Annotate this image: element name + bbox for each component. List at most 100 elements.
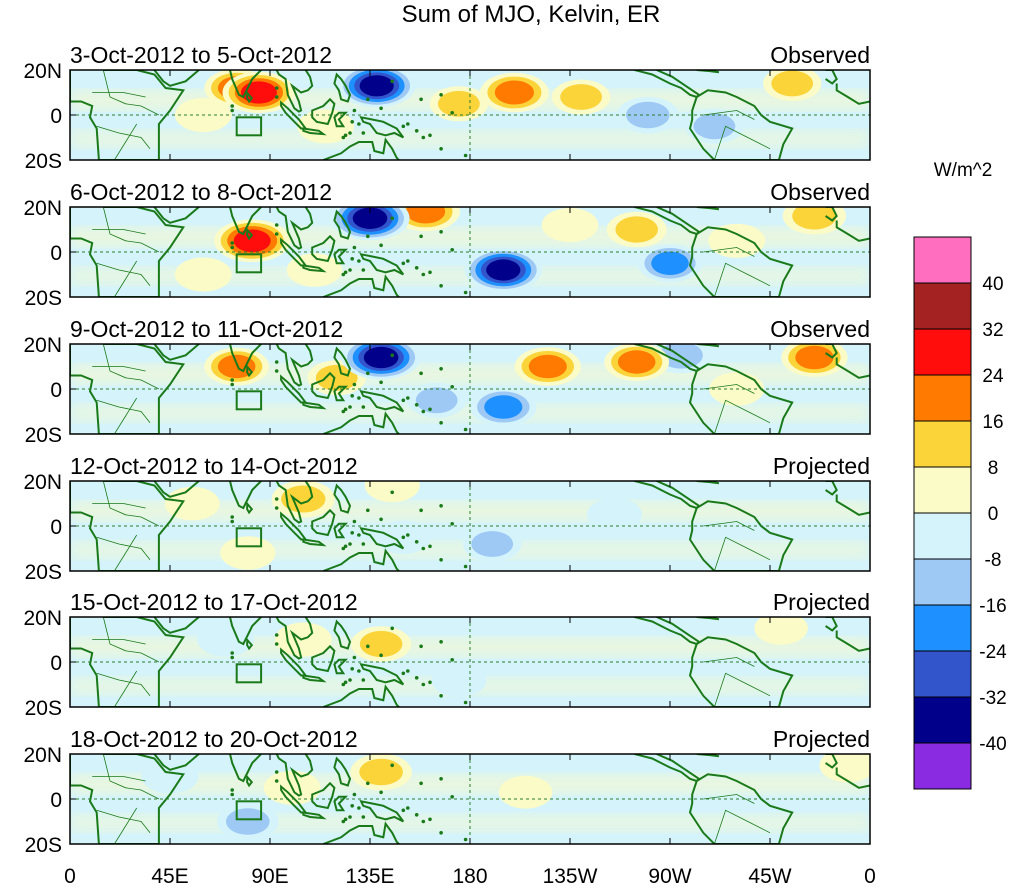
anomaly-contour [226, 808, 270, 835]
anomaly-contour [174, 257, 232, 292]
coastline-australia [322, 684, 400, 707]
island-dot [361, 678, 366, 682]
anomaly-contour [415, 387, 458, 414]
island-dot [428, 680, 432, 685]
coastline-australia [322, 821, 400, 844]
coastline-australia [322, 274, 400, 297]
coastline-sulawesi [333, 111, 349, 128]
reference-box [235, 253, 263, 274]
island-dot [439, 558, 443, 562]
country-borders [92, 617, 771, 707]
anomaly-contour [471, 531, 514, 557]
island-dot [379, 106, 383, 111]
coastline-africa [70, 70, 186, 160]
y-tick-label: 20S [25, 287, 62, 310]
coastline-india [228, 70, 263, 99]
island-dot [343, 270, 348, 275]
island-dot [439, 437, 443, 441]
island-dot [406, 396, 410, 400]
coastline-centralAm [634, 344, 701, 373]
coastline-philippines [333, 756, 352, 787]
coastlines [70, 196, 870, 297]
anomaly-contour [406, 207, 446, 224]
island-dot [348, 405, 352, 409]
y-tick-label: 20S [25, 697, 62, 720]
x-tick-label: 45E [151, 865, 188, 888]
coastline-taiwan [337, 59, 340, 66]
coastline-india [228, 754, 263, 783]
coastlines [70, 617, 870, 707]
anomaly-contour [315, 364, 358, 391]
border-line [114, 260, 138, 297]
island-dot [401, 261, 406, 266]
coastline-sumatra [280, 511, 308, 541]
island-dot [230, 788, 234, 792]
island-dot [343, 680, 348, 685]
anomaly-contour [651, 251, 689, 275]
island-dot [379, 517, 383, 522]
island-dot [343, 817, 348, 822]
anomaly-contour [484, 395, 523, 419]
coastline-southAm [688, 226, 794, 297]
colorbar-label: 24 [982, 366, 1004, 387]
colorbar-label: -24 [979, 642, 1007, 663]
panel-status: Observed [770, 316, 870, 342]
island-dot [230, 382, 234, 387]
coastline-arabia [153, 481, 200, 498]
coastline-centralAm [634, 481, 701, 510]
y-tick-label: 20N [23, 334, 62, 357]
island-dot [341, 135, 346, 140]
coastline-africa [70, 481, 186, 571]
island-dot [401, 808, 406, 813]
island-dot [421, 135, 426, 140]
island-dot [406, 259, 410, 263]
colorbar-label: -32 [979, 688, 1006, 709]
colorbar-label: 40 [982, 274, 1003, 295]
coastline-java [302, 127, 327, 136]
anomaly-contour [364, 481, 420, 503]
island-dot [439, 574, 443, 578]
island-dot [274, 506, 279, 510]
y-tick-label: 0 [50, 652, 62, 675]
island-dot [450, 658, 455, 662]
country-borders [92, 70, 771, 160]
island-dot [366, 97, 370, 102]
coastline-india [228, 344, 263, 373]
island-dot [343, 133, 348, 138]
colorbar: W/m^2 -40 -32 -24 -16 -8 0 8 16 24 32 40 [913, 160, 1007, 790]
island-dot [463, 153, 468, 158]
island-dot [352, 245, 357, 250]
coastline-centralAm [634, 207, 701, 236]
coastline-southAm [688, 363, 794, 434]
island-dot [341, 409, 346, 414]
coastline-sumatra [280, 237, 308, 267]
border-line [714, 399, 771, 434]
coastline-borneo [311, 508, 336, 537]
x-tick-label: 45W [748, 865, 791, 888]
coastline-westSahara [825, 70, 838, 85]
map-panel: 20N 0 20S 18-Oct-2012 to 20-Oct-2012 Project… [23, 726, 871, 857]
coastline-sriLanka [246, 774, 254, 788]
island-dot [439, 147, 443, 151]
island-dot [406, 533, 410, 537]
island-dot [274, 497, 279, 501]
coastline-taiwan [337, 196, 340, 203]
coastline-sriLanka [246, 227, 254, 241]
coastline-indochina [275, 617, 314, 660]
island-dot [390, 216, 395, 221]
border-line [92, 503, 146, 509]
y-tick-label: 0 [50, 789, 62, 812]
island-dot [463, 837, 468, 842]
colorbar-swatch [913, 696, 972, 744]
island-dot [352, 792, 357, 797]
island-dot [406, 122, 410, 126]
island-dot [274, 223, 279, 227]
coastline-sriLanka [246, 90, 254, 104]
anomaly-contour [220, 536, 276, 570]
coastline-australia [322, 411, 400, 434]
island-dot [366, 781, 370, 786]
coastline-borneo [311, 781, 336, 810]
coastline-arabia [153, 70, 200, 87]
x-tick-label: 0 [864, 865, 876, 888]
colorbar-swatch [913, 604, 972, 652]
